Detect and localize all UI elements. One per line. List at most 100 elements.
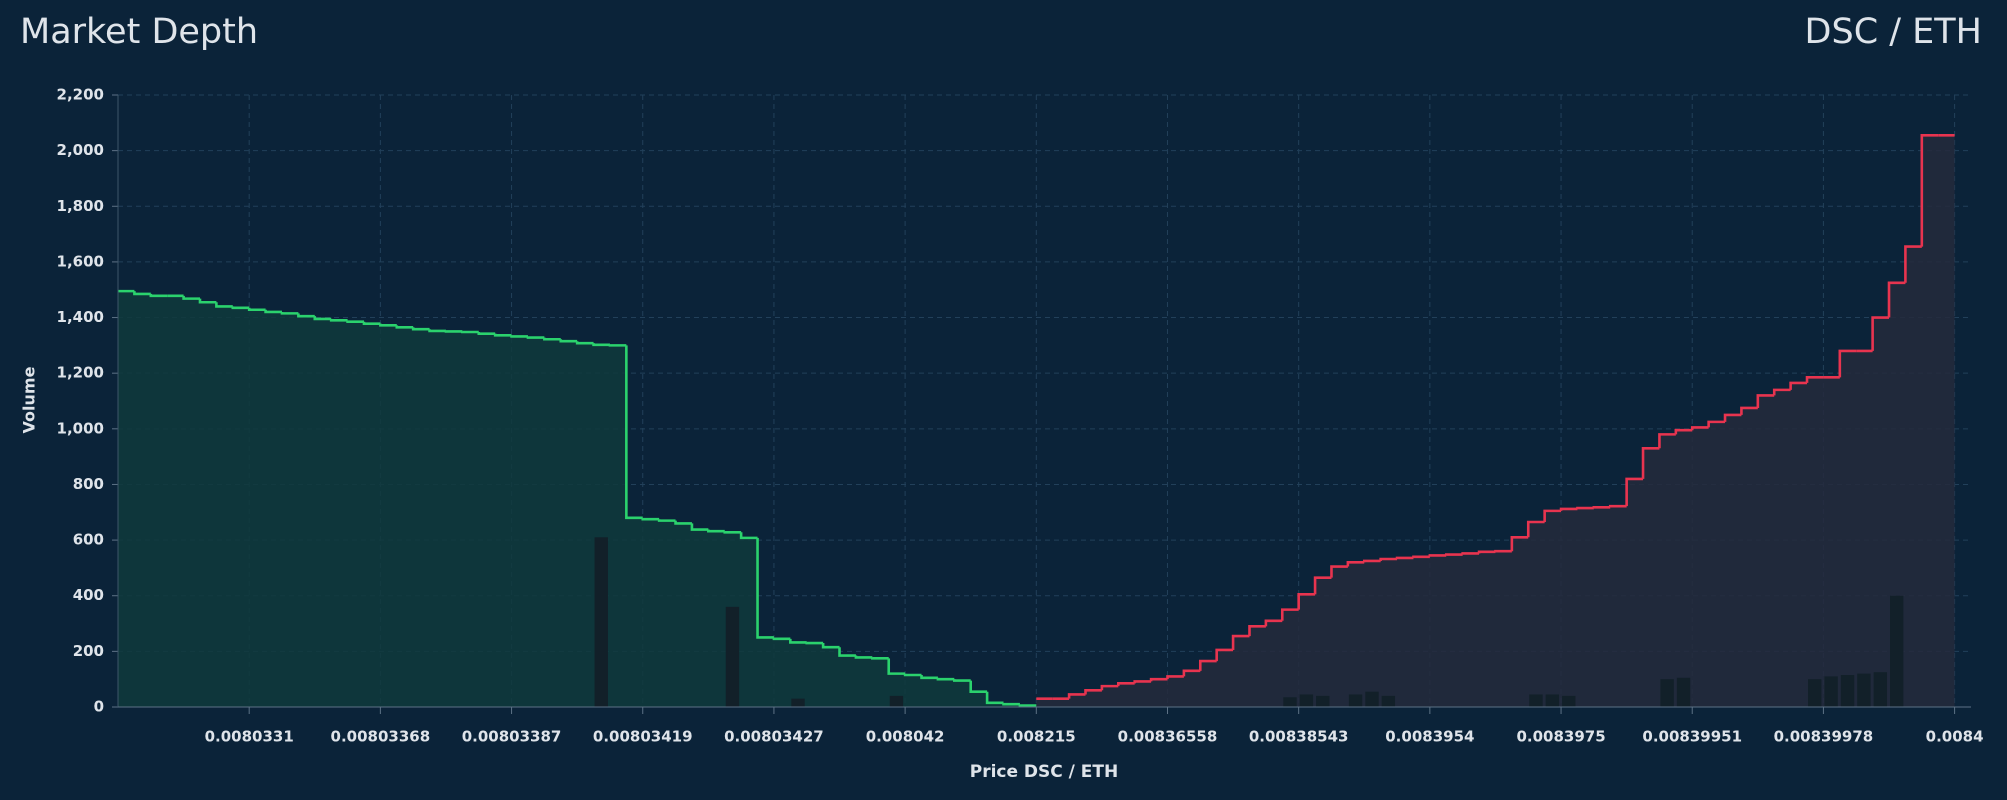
depth-step bbox=[969, 680, 988, 693]
depth-step bbox=[362, 321, 381, 325]
x-tick-label: 0.00803387 bbox=[462, 728, 562, 746]
order-bar bbox=[725, 606, 740, 707]
depth-step bbox=[329, 318, 348, 322]
depth-step bbox=[657, 519, 676, 522]
depth-step bbox=[821, 643, 840, 649]
depth-step bbox=[1116, 682, 1135, 687]
depth-step bbox=[1625, 477, 1644, 507]
depth-step bbox=[1330, 565, 1348, 578]
depth-step bbox=[1805, 376, 1824, 383]
order-bar bbox=[1562, 695, 1576, 707]
areas bbox=[118, 135, 1955, 707]
order-bar bbox=[1365, 691, 1379, 707]
order-bar bbox=[1824, 676, 1838, 707]
order-bar bbox=[1545, 694, 1560, 707]
depth-step bbox=[1444, 553, 1463, 556]
depth-step bbox=[1461, 552, 1480, 555]
depth-step bbox=[1198, 659, 1217, 671]
depth-step bbox=[1412, 555, 1430, 559]
x-tick-label: 0.0083954 bbox=[1385, 728, 1474, 746]
depth-step bbox=[1264, 619, 1283, 627]
order-bar bbox=[1857, 673, 1871, 707]
depth-step bbox=[1395, 556, 1414, 560]
depth-step bbox=[444, 330, 463, 333]
depth-step bbox=[231, 306, 250, 310]
order-bar bbox=[594, 537, 608, 707]
depth-step bbox=[297, 313, 315, 318]
y-tick-label: 600 bbox=[73, 531, 104, 549]
y-tick-label: 200 bbox=[73, 642, 104, 660]
depth-step bbox=[1608, 504, 1627, 508]
depth-step bbox=[1887, 281, 1906, 318]
depth-step bbox=[1100, 684, 1119, 691]
y-axis-title: Volume bbox=[20, 366, 39, 433]
depth-area bbox=[118, 291, 1037, 707]
y-tick-label: 2,000 bbox=[57, 141, 104, 159]
y-tick-label: 1,600 bbox=[57, 252, 104, 270]
order-bars bbox=[594, 537, 1904, 707]
depth-step bbox=[936, 677, 955, 681]
depth-step bbox=[739, 532, 758, 540]
depth-step bbox=[723, 531, 742, 534]
depth-step bbox=[182, 295, 200, 300]
x-tick-label: 0.0084 bbox=[1926, 728, 1984, 746]
order-bar bbox=[1316, 695, 1330, 707]
depth-step bbox=[493, 333, 512, 337]
depth-lines bbox=[118, 134, 1955, 707]
depth-step bbox=[477, 332, 496, 335]
depth-step bbox=[313, 316, 332, 321]
order-bar bbox=[1283, 697, 1297, 707]
depth-step bbox=[1297, 593, 1316, 610]
depth-step bbox=[510, 335, 528, 338]
depth-step bbox=[1084, 689, 1102, 695]
depth-step bbox=[707, 529, 725, 533]
depth-step bbox=[625, 345, 643, 520]
pair-label: DSC / ETH bbox=[1805, 12, 1982, 52]
depth-step bbox=[1871, 316, 1890, 351]
depth-step bbox=[1231, 634, 1250, 650]
depth-step bbox=[1428, 554, 1447, 557]
depth-step bbox=[838, 647, 856, 657]
order-bar bbox=[1381, 695, 1396, 707]
depth-step bbox=[1690, 426, 1709, 431]
x-tick-label: 0.00836558 bbox=[1118, 728, 1218, 746]
depth-step bbox=[641, 517, 660, 521]
depth-step bbox=[1182, 669, 1201, 677]
depth-step bbox=[247, 307, 266, 312]
axes: 0 200 400 600 800 1,000 1,200 1,400 1,600 1,800 2,… bbox=[57, 86, 1984, 746]
depth-step bbox=[1002, 702, 1020, 706]
depth-step bbox=[1740, 406, 1758, 415]
depth-step bbox=[903, 673, 922, 677]
depth-step bbox=[1658, 433, 1676, 449]
x-tick-label: 0.00803427 bbox=[724, 728, 824, 746]
x-tick-label: 0.00838543 bbox=[1249, 728, 1349, 746]
order-bar bbox=[1808, 679, 1822, 707]
depth-step bbox=[608, 344, 627, 347]
x-tick-label: 0.008042 bbox=[866, 728, 945, 746]
depth-step bbox=[133, 291, 151, 296]
depth-step bbox=[1543, 509, 1562, 523]
depth-step bbox=[428, 329, 446, 333]
depth-step bbox=[1592, 505, 1611, 509]
y-tick-label: 800 bbox=[73, 475, 104, 493]
depth-step bbox=[411, 327, 430, 331]
depth-step bbox=[1166, 675, 1184, 680]
depth-step bbox=[674, 520, 692, 525]
y-tick-label: 1,400 bbox=[57, 308, 104, 326]
order-bar bbox=[889, 695, 904, 707]
depth-step bbox=[395, 325, 414, 329]
plot: 0 200 400 600 800 1,000 1,200 1,400 1,600 1,800 2,… bbox=[57, 86, 1984, 746]
depth-step bbox=[1313, 576, 1332, 595]
depth-step bbox=[1576, 506, 1594, 510]
depth-step bbox=[543, 337, 561, 341]
order-bar bbox=[1676, 677, 1691, 707]
depth-area bbox=[1036, 135, 1955, 707]
x-tick-label: 0.0083975 bbox=[1516, 728, 1605, 746]
order-bar bbox=[1840, 675, 1855, 707]
depth-step bbox=[1920, 134, 1939, 247]
depth-step bbox=[756, 537, 774, 639]
order-bar bbox=[1873, 672, 1888, 707]
x-tick-label: 0.00839951 bbox=[1642, 728, 1742, 746]
depth-step bbox=[1149, 677, 1168, 682]
